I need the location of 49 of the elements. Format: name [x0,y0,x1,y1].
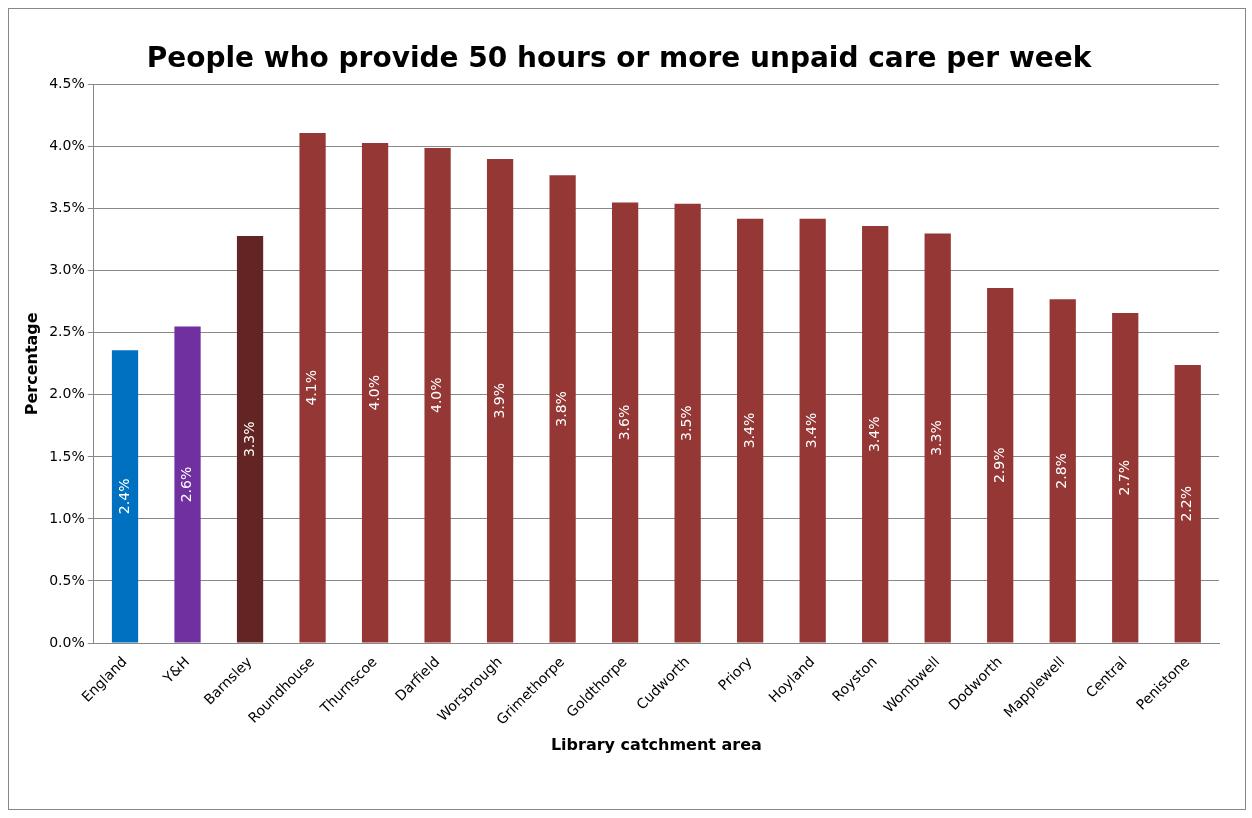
data-label: 2.8% [1053,453,1070,489]
y-tick-label: 2.0% [49,385,85,402]
bar [111,350,139,643]
y-tick-label: 1.5% [49,447,85,464]
bar [987,288,1014,643]
data-label: 2.4% [115,478,132,515]
data-label: 4.0% [428,377,445,413]
data-label: 4.0% [365,374,382,411]
y-tick-label: 1.0% [49,509,85,526]
y-tick-label: 0.0% [49,633,85,650]
data-label: 2.7% [1115,459,1132,496]
bar [549,175,576,643]
data-label: 3.6% [615,404,632,441]
bar [862,226,889,643]
y-tick-label: 3.0% [49,261,85,278]
data-label: 2.9% [990,447,1007,484]
bar [612,202,639,643]
data-label: 3.5% [678,405,695,441]
bar [1049,299,1076,643]
data-label: 3.8% [553,391,570,427]
bar [424,147,451,643]
data-label: 3.3% [928,420,945,456]
data-label: 3.9% [490,383,507,419]
bar [174,326,201,643]
x-axis-title: Library catchment area [550,734,762,754]
data-label: 3.3% [240,421,257,458]
data-label: 3.4% [865,416,882,453]
y-axis-title: Percentage [21,312,41,416]
bar [299,133,326,643]
data-label: 3.4% [740,412,757,449]
bar [799,218,826,643]
chart-title: People who provide 50 hours or more unpaid care per week [146,41,1093,75]
bar [674,203,701,643]
bar [737,218,764,643]
bar [1112,312,1139,643]
data-label: 3.4% [803,412,820,449]
data-label: 4.1% [303,369,320,406]
bar [486,159,514,643]
bar [361,142,389,643]
y-tick-label: 0.5% [49,571,85,588]
data-label: 2.6% [178,466,195,503]
bar [924,233,951,643]
data-label: 2.2% [1178,486,1195,522]
y-tick-label: 4.0% [49,137,85,154]
y-tick-label: 3.5% [49,199,85,216]
bar [1174,365,1201,643]
bar [236,236,264,643]
y-tick-label: 2.5% [49,323,85,340]
y-tick-label: 4.5% [49,75,85,92]
